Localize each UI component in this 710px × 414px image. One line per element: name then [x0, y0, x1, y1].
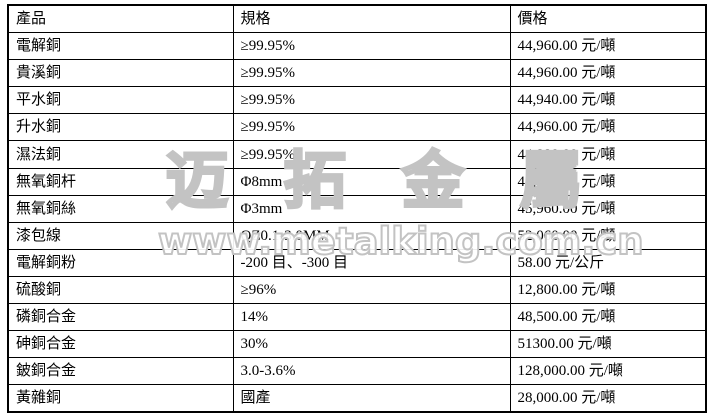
- price-cell: 44,960.00 元/噸: [509, 113, 707, 142]
- table-row: 鈹銅合金 3.0-3.6% 128,000.00 元/噸: [7, 357, 707, 386]
- spec-cell: QZ0.1-3.0MM: [232, 221, 511, 250]
- price-table: 產品 規格 價格 電解銅 ≥99.95% 44,960.00 元/噸 貴溪銅 ≥99.9…: [7, 4, 707, 414]
- spec-cell: 3.0-3.6%: [232, 357, 511, 386]
- product-cell: 平水銅: [7, 86, 234, 115]
- table-row: 無氧銅絲 Φ3mm 45,960.00 元/噸: [7, 194, 707, 223]
- header-spec: 規格: [232, 4, 511, 34]
- table-row: 貴溪銅 ≥99.95% 44,960.00 元/噸: [7, 59, 707, 88]
- product-cell: 電解銅: [7, 32, 234, 61]
- product-cell: 黃雜銅: [7, 384, 234, 413]
- spec-cell: ≥99.95%: [232, 59, 511, 88]
- table-row: 黃雜銅 國產 28,000.00 元/噸: [7, 384, 707, 413]
- spec-cell: -200 目、-300 目: [232, 248, 511, 277]
- spec-cell: ≥99.95%: [232, 140, 511, 169]
- product-cell: 無氧銅杆: [7, 167, 234, 196]
- spec-cell: ≥96%: [232, 275, 511, 305]
- price-cell: 45,760.00 元/噸: [509, 167, 707, 196]
- product-cell: 鈹銅合金: [7, 357, 234, 386]
- header-price: 價格: [509, 4, 707, 34]
- spec-cell: 14%: [232, 303, 511, 332]
- price-cell: 51300.00 元/噸: [509, 330, 707, 359]
- table-row: 硫酸銅 ≥96% 12,800.00 元/噸: [7, 275, 707, 305]
- spec-cell: ≥99.95%: [232, 32, 511, 61]
- header-row: 產品 規格 價格: [7, 4, 707, 34]
- price-table-body: 電解銅 ≥99.95% 44,960.00 元/噸 貴溪銅 ≥99.95% 44,960.…: [7, 32, 707, 413]
- price-cell: 45,960.00 元/噸: [509, 194, 707, 223]
- product-cell: 電解銅粉: [7, 248, 234, 277]
- price-cell: 128,000.00 元/噸: [509, 357, 707, 386]
- product-cell: 漆包線: [7, 221, 234, 250]
- product-cell: 升水銅: [7, 113, 234, 142]
- price-cell: 28,000.00 元/噸: [509, 384, 707, 413]
- product-cell: 無氧銅絲: [7, 194, 234, 223]
- spec-cell: 國產: [232, 384, 511, 413]
- price-cell: 44,880.00 元/噸: [509, 140, 707, 169]
- table-row: 升水銅 ≥99.95% 44,960.00 元/噸: [7, 113, 707, 142]
- price-cell: 52,060.00 元/噸: [509, 221, 707, 250]
- spec-cell: 30%: [232, 330, 511, 359]
- price-cell: 12,800.00 元/噸: [509, 275, 707, 305]
- product-cell: 貴溪銅: [7, 59, 234, 88]
- price-cell: 48,500.00 元/噸: [509, 303, 707, 332]
- price-cell: 58.00 元/公斤: [509, 248, 707, 277]
- spec-cell: ≥99.95%: [232, 113, 511, 142]
- table-row: 砷銅合金 30% 51300.00 元/噸: [7, 330, 707, 359]
- price-cell: 44,940.00 元/噸: [509, 86, 707, 115]
- price-cell: 44,960.00 元/噸: [509, 59, 707, 88]
- table-row: 濕法銅 ≥99.95% 44,880.00 元/噸: [7, 140, 707, 169]
- spec-cell: ≥99.95%: [232, 86, 511, 115]
- product-cell: 濕法銅: [7, 140, 234, 169]
- table-row: 電解銅 ≥99.95% 44,960.00 元/噸: [7, 32, 707, 61]
- spec-cell: Φ3mm: [232, 194, 511, 223]
- spec-cell: Φ8mm: [232, 167, 511, 196]
- table-row: 平水銅 ≥99.95% 44,940.00 元/噸: [7, 86, 707, 115]
- header-product: 產品: [7, 4, 234, 34]
- product-cell: 砷銅合金: [7, 330, 234, 359]
- product-cell: 磷銅合金: [7, 303, 234, 332]
- table-row: 漆包線 QZ0.1-3.0MM 52,060.00 元/噸: [7, 221, 707, 250]
- table-row: 磷銅合金 14% 48,500.00 元/噸: [7, 303, 707, 332]
- price-cell: 44,960.00 元/噸: [509, 32, 707, 61]
- table-row: 無氧銅杆 Φ8mm 45,760.00 元/噸: [7, 167, 707, 196]
- table-row: 電解銅粉 -200 目、-300 目 58.00 元/公斤: [7, 248, 707, 277]
- product-cell: 硫酸銅: [7, 275, 234, 305]
